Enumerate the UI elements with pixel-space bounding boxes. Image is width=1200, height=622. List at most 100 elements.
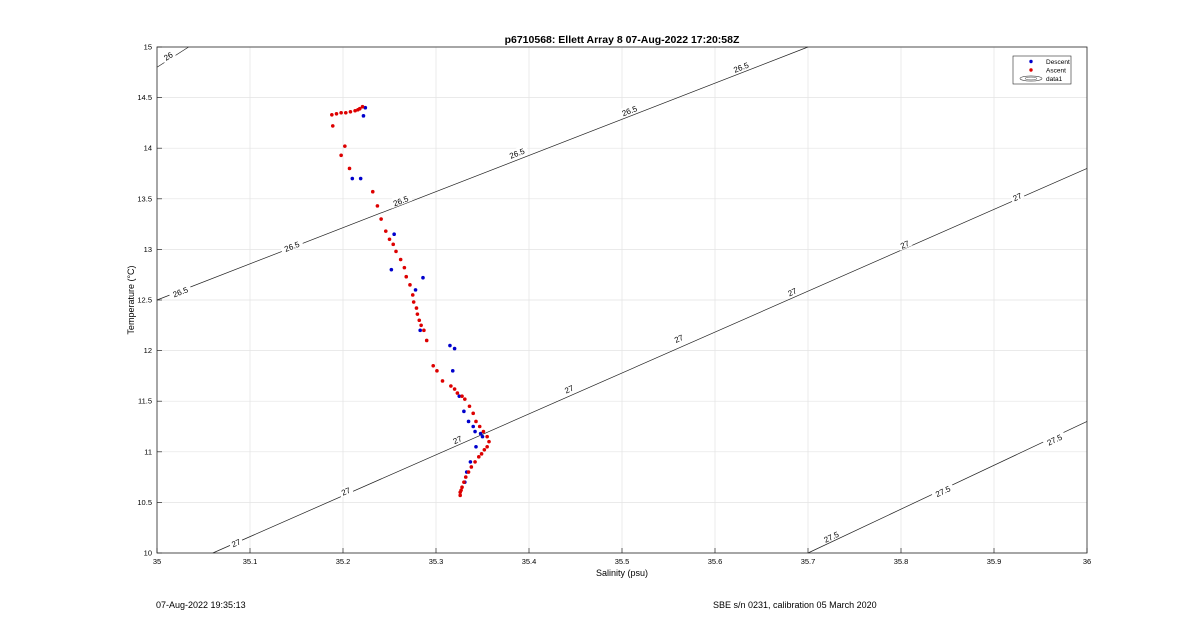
contour-label-text: 27 [899,239,911,251]
descent-point [471,424,476,429]
ascent-point [411,300,416,304]
descent-point [363,105,368,110]
legend-data1-label: data1 [1046,76,1063,83]
ascent-point [415,312,420,316]
y-tick-label: 13.5 [137,194,152,203]
ascent-point [339,153,343,158]
ascent-point [383,229,388,233]
contour-label-halo [388,192,413,209]
legend: Descent Ascent data1 [1012,55,1072,85]
ascent-point [471,411,476,416]
ascent-point [467,404,472,409]
ascent-point [474,419,478,424]
chart-title: p6710568: Ellett Array 8 07-Aug-2022 17:… [505,34,740,46]
contour-label-text: 27 [787,286,799,298]
ascent-point [476,455,481,459]
contour-label-halo [784,284,800,299]
descent-point [448,343,452,348]
x-tick-label: 35.2 [336,557,351,566]
ascent-point [394,249,398,254]
x-tick-label: 35.6 [708,557,723,566]
descent-point [350,176,355,181]
x-tick-label: 36 [1083,557,1091,566]
ascent-point [387,237,392,242]
ascent-point [339,110,343,115]
ascent-point [330,113,334,117]
ascent-point [485,434,489,439]
ascent-point [463,397,467,401]
contour-label: 27 [449,432,466,446]
contour-label: 27 [784,284,800,299]
x-tick-label: 35.1 [243,557,258,566]
x-tick-label: 35.7 [801,557,816,566]
contour-label-text: 27 [452,434,464,446]
descent-point [361,114,366,118]
ascent-point [379,217,383,221]
x-tick-label: 35.9 [987,557,1002,566]
ascent-point [458,490,462,495]
ascent-point [357,106,362,111]
x-axis-label: Salinity (psu) [596,568,648,578]
contour-label-text: 27 [673,333,685,345]
ascent-point [343,144,347,148]
contour-label-text: 27 [230,537,242,549]
ascent-point [463,475,468,479]
contour-label: 27 [896,237,913,251]
ascent-point [460,485,464,490]
contour-label-text: 27 [340,486,352,498]
y-tick-label: 15 [144,43,152,52]
legend-ascent-label: Ascent [1046,68,1066,75]
contour-line-27 [212,168,1088,554]
legend-contour-marker [1019,75,1043,82]
legend-ascent-marker [1029,68,1033,72]
ascent-point [431,363,436,368]
density-contours: 2626.526.526.526.526.526.527272727272727… [156,46,1088,554]
descent-point [466,419,471,424]
y-tick-label: 10.5 [137,498,152,507]
ascent-point [462,480,466,484]
contour-label-halo [159,48,176,64]
ascent-point [370,189,375,194]
contour-label-halo [167,283,193,300]
x-tick-label: 35.4 [522,557,537,566]
data-points [330,104,491,498]
ascent-point [455,391,460,395]
contour-label: 26 [159,48,176,64]
descent-point [418,328,422,333]
descent-point [478,431,483,436]
ascent-point [402,265,407,270]
y-tick-label: 11 [144,447,152,456]
x-tick-label: 35 [153,557,161,566]
contour-label-halo [1042,430,1067,449]
contour-label-halo [337,484,354,498]
descent-point [452,346,457,351]
ascent-point [452,387,457,391]
ascent-point [435,369,439,373]
ascent-point [485,444,489,449]
axis-ticks: 35 35.1 35.2 35.3 35.4 35.5 35.6 35.7 35.8 35.9 36… [137,43,1091,567]
contour-label: 27 [337,484,354,498]
footer-timestamp: 07-Aug-2022 19:35:13 [156,600,246,610]
y-tick-label: 14.5 [137,93,152,102]
legend-descent-label: Descent [1046,59,1070,66]
ascent-point [408,283,412,287]
contour-label-text: 27 [1012,191,1024,203]
ascent-point [348,109,353,114]
ascent-point [449,384,453,388]
descent-point [474,444,478,449]
ascent-point [330,124,335,128]
ascent-point [404,274,409,279]
legend-descent-marker [1029,59,1033,64]
contour-label-halo [504,144,529,162]
x-tick-label: 35.5 [615,557,630,566]
legend-contour-marker-inner [1024,76,1038,81]
ascent-point [391,242,396,247]
ascent-point [417,318,422,323]
contour-label-halo [728,58,753,76]
ascent-point [410,293,415,297]
ascent-point [360,104,365,109]
ascent-point [424,338,429,343]
y-tick-label: 12.5 [137,296,152,305]
descent-point [421,275,425,280]
